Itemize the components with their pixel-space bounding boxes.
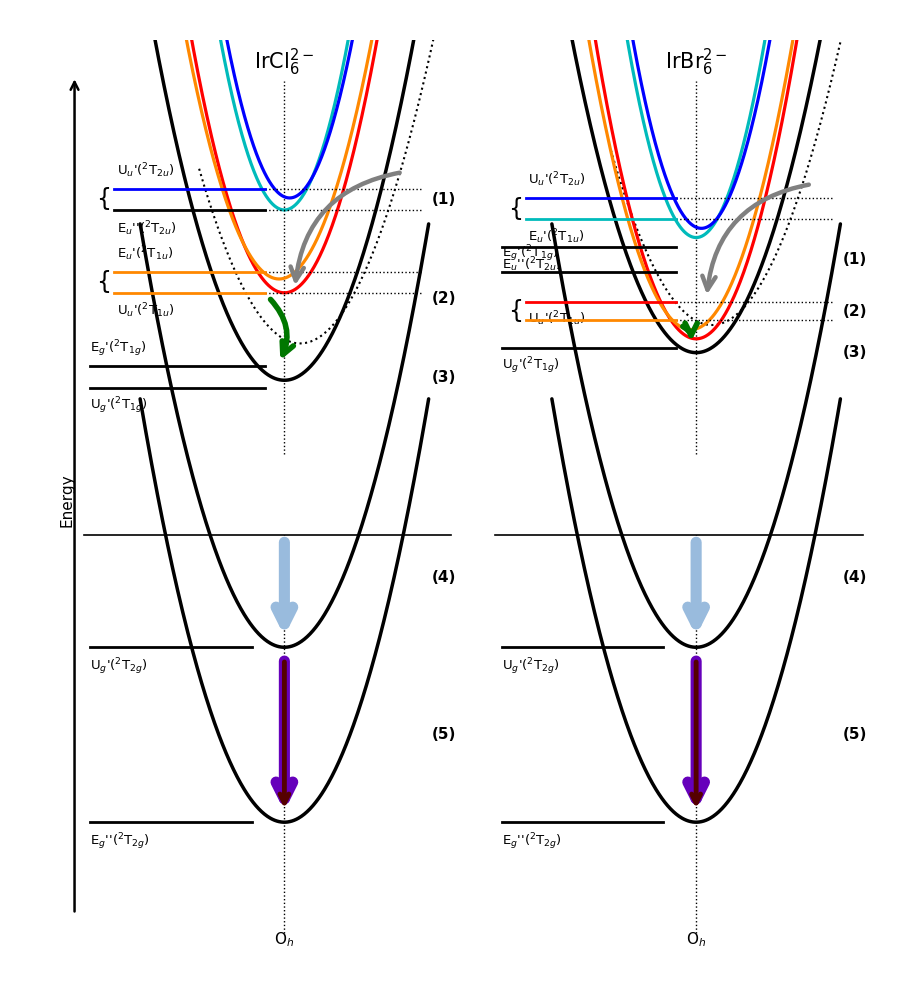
Text: (2): (2): [843, 304, 867, 319]
Text: U$_g$'($^2$T$_{2g}$): U$_g$'($^2$T$_{2g}$): [502, 656, 560, 677]
Text: U$_u$'($^2$T$_{2u}$): U$_u$'($^2$T$_{2u}$): [116, 160, 174, 179]
Text: (1): (1): [843, 251, 867, 266]
Text: U$_g$'($^2$T$_{1g}$): U$_g$'($^2$T$_{1g}$): [91, 395, 148, 416]
Text: {: {: [96, 270, 111, 294]
Text: (5): (5): [431, 728, 456, 742]
Text: U$_u$'($^2$T$_{1u}$): U$_u$'($^2$T$_{1u}$): [528, 309, 586, 328]
Text: (5): (5): [843, 728, 867, 742]
Text: U$_u$'($^2$T$_{2u}$): U$_u$'($^2$T$_{2u}$): [528, 170, 586, 189]
Text: E$_g$''($^2$T$_{2g}$): E$_g$''($^2$T$_{2g}$): [91, 832, 150, 852]
Text: O$_h$: O$_h$: [274, 931, 295, 949]
Text: (4): (4): [843, 570, 867, 585]
Text: U$_g$'($^2$T$_{2g}$): U$_g$'($^2$T$_{2g}$): [91, 656, 148, 677]
Text: U$_u$'($^2$T$_{1u}$): U$_u$'($^2$T$_{1u}$): [116, 301, 174, 320]
Text: E$_g$'($^2$T$_{1g}$): E$_g$'($^2$T$_{1g}$): [91, 339, 146, 359]
Text: (3): (3): [843, 346, 867, 360]
Text: E$_u$''($^2$T$_{2u}$): E$_u$''($^2$T$_{2u}$): [116, 219, 177, 238]
Text: (1): (1): [431, 192, 456, 207]
Text: {: {: [96, 187, 111, 211]
Text: E$_g$'($^2$T$_{1g}$): E$_g$'($^2$T$_{1g}$): [502, 244, 558, 264]
Text: IrBr$_6^{2-}$: IrBr$_6^{2-}$: [665, 47, 727, 78]
Text: E$_g$''($^2$T$_{2g}$): E$_g$''($^2$T$_{2g}$): [502, 832, 562, 852]
Text: (3): (3): [431, 369, 456, 384]
Text: {: {: [508, 299, 522, 323]
Text: IrCl$_6^{2-}$: IrCl$_6^{2-}$: [254, 47, 315, 78]
Text: E$_u$'($^2$T$_{1u}$): E$_u$'($^2$T$_{1u}$): [116, 245, 173, 263]
Text: Energy: Energy: [59, 473, 74, 527]
Text: E$_u$'($^2$T$_{1u}$): E$_u$'($^2$T$_{1u}$): [528, 228, 585, 247]
Text: {: {: [508, 197, 522, 221]
Text: O$_h$: O$_h$: [686, 931, 706, 949]
Text: (4): (4): [431, 570, 456, 585]
Text: E$_u$''($^2$T$_{2u}$): E$_u$''($^2$T$_{2u}$): [502, 255, 562, 274]
Text: U$_g$'($^2$T$_{1g}$): U$_g$'($^2$T$_{1g}$): [502, 355, 560, 376]
Text: (2): (2): [431, 291, 456, 306]
